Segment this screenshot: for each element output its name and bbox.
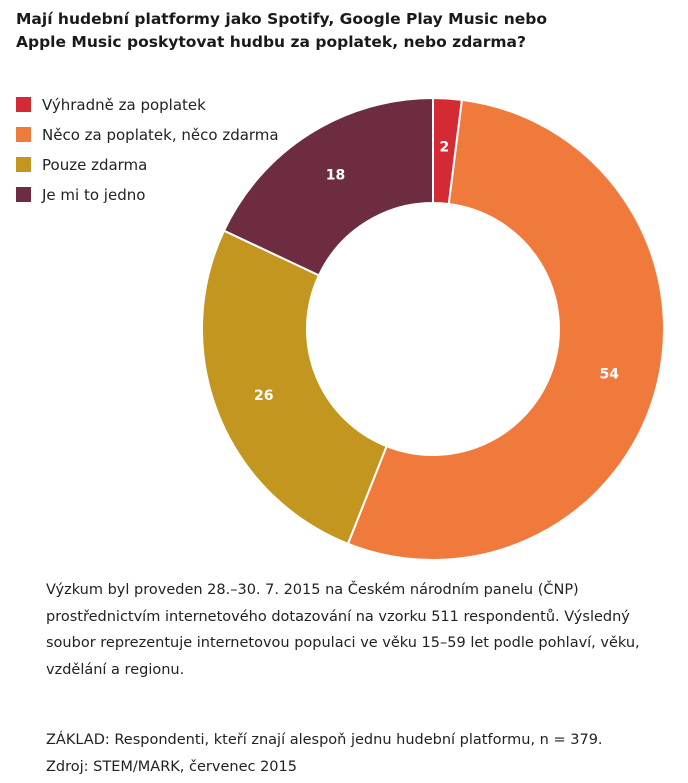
methodology-note: Výzkum byl proveden 28.–30. 7. 2015 na Č… — [46, 577, 676, 683]
donut-slice-18 — [222, 96, 434, 277]
slice-value-label: 26 — [254, 388, 273, 404]
slice-value-label: 54 — [600, 366, 620, 382]
legend-label: Výhradně za poplatek — [42, 96, 206, 114]
legend-label: Pouze zdarma — [42, 156, 148, 174]
methodology-line-1: Výzkum byl proveden 28.–30. 7. 2015 na Č… — [46, 582, 579, 598]
basis-line: ZÁKLAD: Respondenti, kteří znají alespoň… — [46, 732, 603, 748]
source-line: Zdroj: STEM/MARK, červenec 2015 — [46, 759, 297, 775]
legend-swatch — [16, 127, 31, 142]
legend-swatch — [16, 97, 31, 112]
methodology-line-4: vzdělání a regionu. — [46, 661, 185, 678]
chart-title-line-1: Mají hudební platformy jako Spotify, Goo… — [16, 10, 548, 28]
methodology-line-2: prostřednictvím internetového dotazování… — [46, 608, 630, 625]
legend-swatch — [16, 157, 31, 172]
slice-value-label: 2 — [440, 139, 450, 155]
chart-title-line-2: Apple Music poskytovat hudbu za poplatek… — [16, 33, 527, 51]
donut-slice-54 — [346, 98, 665, 561]
chart-title: Mají hudební platformy jako Spotify, Goo… — [16, 8, 616, 54]
slice-value-label: 18 — [326, 167, 345, 183]
methodology-line-3: soubor reprezentuje internetovou populac… — [46, 635, 640, 651]
source-note: ZÁKLAD: Respondenti, kteří znají alespoň… — [46, 727, 603, 781]
legend-label: Je mi to jedno — [42, 186, 146, 204]
donut-slice-26 — [201, 229, 388, 546]
legend-swatch — [16, 187, 31, 202]
legend-label: Něco za poplatek, něco zdarma — [42, 126, 279, 144]
